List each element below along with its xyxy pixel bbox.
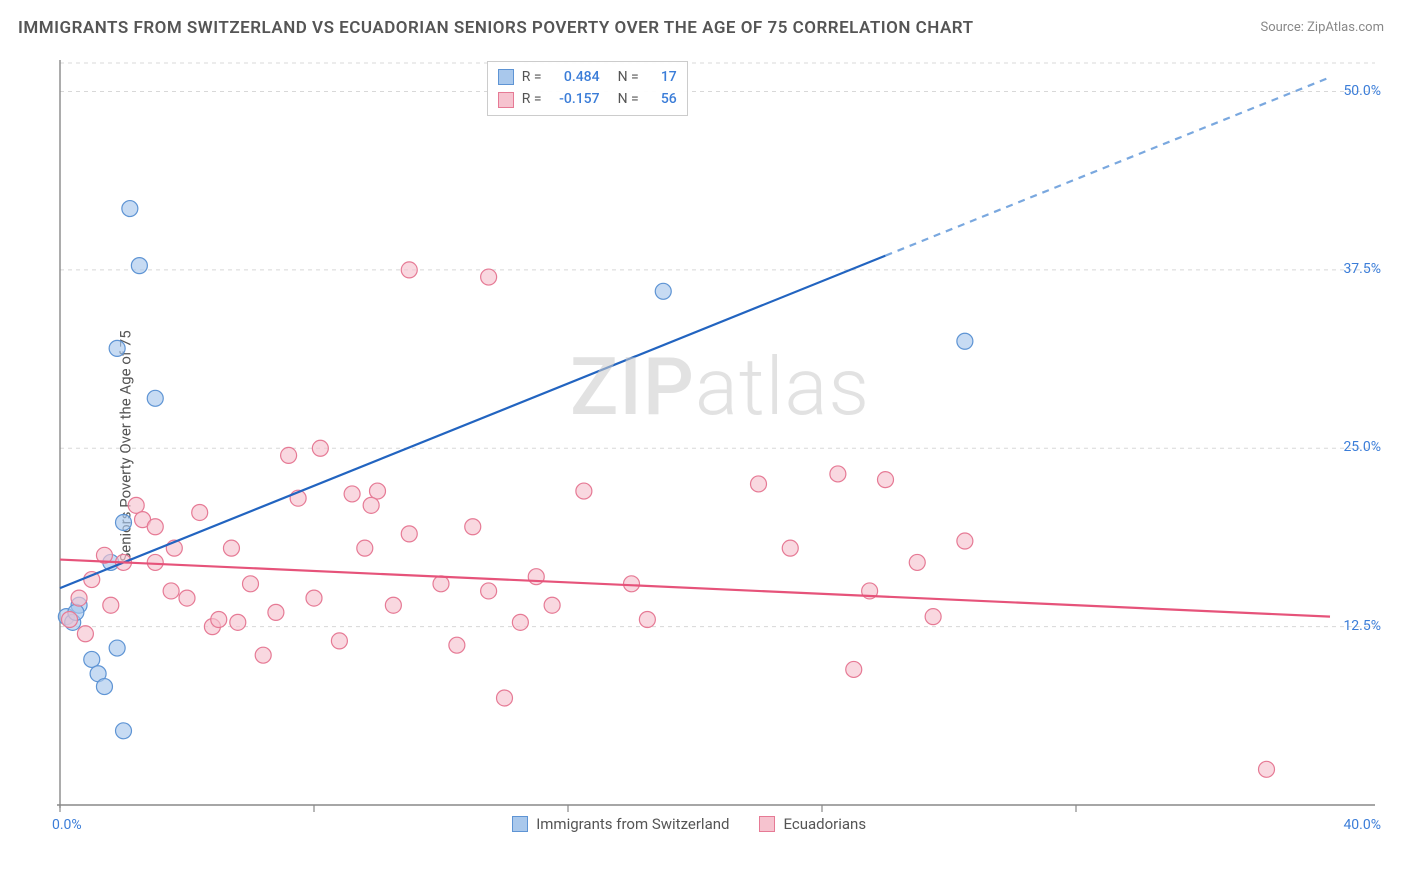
data-point <box>77 626 93 642</box>
legend-swatch <box>512 816 528 832</box>
legend-label: Ecuadorians <box>783 815 866 833</box>
stat-r-label: R = <box>522 66 542 88</box>
data-point <box>830 466 846 482</box>
data-point <box>401 262 417 278</box>
data-point <box>122 201 138 217</box>
stats-row: R = -0.157 N = 56 <box>498 88 677 110</box>
legend-item: Immigrants from Switzerland <box>512 815 729 833</box>
y-tick-label: 37.5% <box>1343 261 1381 277</box>
data-point <box>925 609 941 625</box>
stat-n-label: N = <box>618 88 639 110</box>
data-point <box>312 440 328 456</box>
data-point <box>147 554 163 570</box>
data-point <box>544 597 560 613</box>
data-point <box>268 604 284 620</box>
data-point <box>344 486 360 502</box>
data-point <box>497 690 513 706</box>
data-point <box>71 590 87 606</box>
data-point <box>179 590 195 606</box>
data-point <box>449 637 465 653</box>
data-point <box>481 269 497 285</box>
stats-legend-box: R = 0.484 N = 17 R = -0.157 N = 56 <box>487 61 688 116</box>
source-name: ZipAtlas.com <box>1307 20 1384 35</box>
data-point <box>147 519 163 535</box>
data-point <box>878 472 894 488</box>
data-point <box>370 483 386 499</box>
data-point <box>363 497 379 513</box>
data-point <box>84 651 100 667</box>
data-point <box>116 514 132 530</box>
data-point <box>433 576 449 592</box>
data-point <box>128 497 144 513</box>
chart-plot-area: ZIPatlas R =0.484N =17R =-0.157N =56 Imm… <box>55 55 1385 845</box>
data-point <box>243 576 259 592</box>
stat-r-label: R = <box>522 88 542 110</box>
data-point <box>306 590 322 606</box>
data-point <box>639 612 655 628</box>
data-point <box>163 583 179 599</box>
data-point <box>751 476 767 492</box>
trend-line <box>60 256 886 588</box>
legend-item: Ecuadorians <box>759 815 866 833</box>
data-point <box>846 661 862 677</box>
stat-n-label: N = <box>618 66 639 88</box>
chart-title: IMMIGRANTS FROM SWITZERLAND VS ECUADORIA… <box>18 18 974 38</box>
data-point <box>255 647 271 663</box>
data-point <box>481 583 497 599</box>
y-tick-label: 12.5% <box>1343 618 1381 634</box>
stat-r-value: -0.157 <box>550 88 600 110</box>
data-point <box>357 540 373 556</box>
data-point <box>211 612 227 628</box>
data-point <box>223 540 239 556</box>
x-tick-label: 0.0% <box>52 817 82 833</box>
data-point <box>116 723 132 739</box>
stat-n-value: 17 <box>647 66 677 88</box>
legend-swatch <box>498 69 514 85</box>
data-point <box>624 576 640 592</box>
x-tick-label: 40.0% <box>1343 817 1381 833</box>
data-point <box>512 614 528 630</box>
data-point <box>147 390 163 406</box>
bottom-legend: Immigrants from Switzerland Ecuadorians <box>512 815 866 833</box>
stat-r-value: 0.484 <box>550 66 600 88</box>
data-point <box>655 283 671 299</box>
data-point <box>909 554 925 570</box>
source-attribution: Source: ZipAtlas.com <box>1260 20 1384 35</box>
chart-svg <box>55 55 1385 845</box>
legend-label: Immigrants from Switzerland <box>536 815 729 833</box>
data-point <box>230 614 246 630</box>
data-point <box>401 526 417 542</box>
data-point <box>385 597 401 613</box>
data-point <box>192 504 208 520</box>
source-label: Source: <box>1260 20 1307 35</box>
trend-line-extrapolated <box>886 77 1331 255</box>
data-point <box>576 483 592 499</box>
data-point <box>782 540 798 556</box>
data-point <box>957 533 973 549</box>
legend-swatch <box>759 816 775 832</box>
legend-swatch <box>498 92 514 108</box>
stat-n-value: 56 <box>647 88 677 110</box>
data-point <box>957 333 973 349</box>
y-tick-label: 25.0% <box>1343 439 1381 455</box>
data-point <box>109 640 125 656</box>
data-point <box>281 447 297 463</box>
data-point <box>96 679 112 695</box>
y-tick-label: 50.0% <box>1343 83 1381 99</box>
data-point <box>1259 761 1275 777</box>
data-point <box>465 519 481 535</box>
data-point <box>103 597 119 613</box>
stats-row: R = 0.484 N = 17 <box>498 66 677 88</box>
data-point <box>109 340 125 356</box>
data-point <box>62 612 78 628</box>
data-point <box>331 633 347 649</box>
data-point <box>131 258 147 274</box>
